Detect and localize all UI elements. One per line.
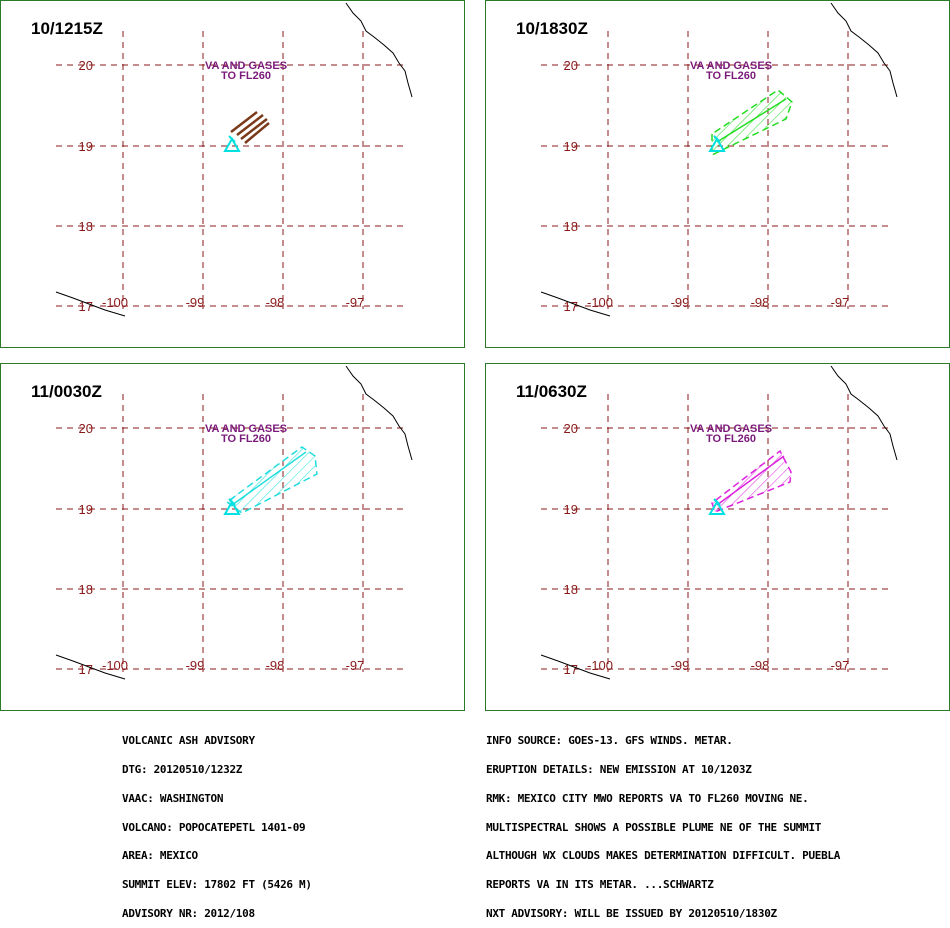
lat-label: 18	[564, 582, 578, 597]
volcano-mark	[713, 498, 721, 506]
lon-label: -97	[831, 295, 850, 310]
advisory-line: MULTISPECTRAL SHOWS A POSSIBLE PLUME NE …	[486, 820, 822, 834]
coastline-pacific	[55, 291, 126, 317]
volcano-icon	[223, 137, 241, 152]
lat-label: 20	[564, 421, 578, 436]
plume-axis	[716, 455, 785, 506]
lon-label: -98	[751, 658, 770, 673]
advisory-line: AREA: MEXICO	[122, 849, 198, 863]
volcano-icon	[223, 500, 241, 515]
advisory-line: DTG: 20120510/1232Z	[122, 762, 243, 776]
advisory-line: ERUPTION DETAILS: NEW EMISSION AT 10/120…	[486, 762, 752, 776]
lat-label: 19	[564, 502, 578, 517]
lon-label: -98	[751, 295, 770, 310]
va-label-line2: TO FL260	[706, 433, 756, 445]
lat-label: 20	[564, 58, 578, 73]
advisory-line: VAAC: WASHINGTON	[122, 791, 224, 805]
coastline-gulf	[830, 365, 898, 461]
advisory-text-right: INFO SOURCE: GOES-13. GFS WINDS. METAR. …	[486, 717, 840, 928]
va-label-line2: TO FL260	[221, 433, 271, 445]
va-label-line2: TO FL260	[706, 70, 756, 82]
advisory-line: VOLCANO: POPOCATEPETL 1401-09	[122, 820, 306, 834]
plume-axis	[716, 98, 787, 143]
advisory-line: VOLCANIC ASH ADVISORY	[122, 734, 255, 748]
advisory-line: INFO SOURCE: GOES-13. GFS WINDS. METAR.	[486, 734, 733, 748]
advisory-line: NXT ADVISORY: WILL BE ISSUED BY 20120510…	[486, 906, 777, 920]
lon-label: -99	[671, 658, 690, 673]
lon-label: -100	[102, 658, 128, 673]
lat-label: 17	[564, 299, 578, 314]
advisory-line: RMK: MEXICO CITY MWO REPORTS VA TO FL260…	[486, 791, 809, 805]
lat-label: 20	[79, 58, 93, 73]
lon-label: -100	[587, 658, 613, 673]
lon-label: -97	[346, 295, 365, 310]
lon-label: -97	[831, 658, 850, 673]
coastline-gulf	[830, 2, 898, 98]
lon-label: -97	[346, 658, 365, 673]
coastline-gulf	[345, 365, 413, 461]
coastline-pacific	[540, 654, 611, 680]
va-label-line1: VA AND GASES	[690, 60, 772, 72]
va-label-line1: VA AND GASES	[205, 60, 287, 72]
panel-time-label: 10/1830Z	[516, 19, 588, 38]
advisory-line: REPORTS VA IN ITS METAR. ...SCHWARTZ	[486, 878, 714, 892]
advisory-line: SUMMIT ELEV: 17802 FT (5426 M)	[122, 878, 312, 892]
lat-label: 20	[79, 421, 93, 436]
ash-plume-polygon	[711, 89, 793, 157]
panel-time-label: 11/0630Z	[516, 382, 587, 401]
lat-label: 19	[79, 139, 93, 154]
lon-label: -99	[186, 658, 205, 673]
volcano-icon	[708, 137, 726, 152]
volcano-mark	[228, 498, 236, 506]
lon-label: -100	[102, 295, 128, 310]
va-label-line2: TO FL260	[221, 70, 271, 82]
advisory-line: ALTHOUGH WX CLOUDS MAKES DETERMINATION D…	[486, 849, 841, 863]
ash-streak	[240, 118, 268, 140]
va-label-line1: VA AND GASES	[690, 423, 772, 435]
lat-label: 18	[564, 219, 578, 234]
lat-label: 19	[79, 502, 93, 517]
volcano-mark	[228, 135, 236, 143]
plume-axis	[231, 451, 307, 506]
coastline-pacific	[540, 291, 611, 317]
ash-streak	[230, 111, 258, 133]
ash-plume-polygon	[225, 446, 318, 514]
volcano-mark	[713, 135, 721, 143]
lat-label: 19	[564, 139, 578, 154]
map-panel-3: 11/0030Z 20 19 18 17 -100 -99 -98 -97 VA AND GAS…	[0, 363, 465, 711]
map-panel-1: 10/1215Z 20 19 18 17 -100 -99 -98 -97 VA AND GAS…	[0, 0, 465, 348]
coastline-gulf	[345, 2, 413, 98]
lat-label: 17	[79, 299, 93, 314]
lon-label: -99	[671, 295, 690, 310]
lon-label: -98	[266, 658, 285, 673]
lon-label: -100	[587, 295, 613, 310]
lon-label: -98	[266, 295, 285, 310]
panel-time-label: 10/1215Z	[31, 19, 103, 38]
lat-label: 18	[79, 219, 93, 234]
va-label-line1: VA AND GASES	[205, 423, 287, 435]
advisory-text-left: VOLCANIC ASH ADVISORY DTG: 20120510/1232…	[122, 717, 312, 928]
map-panel-4: 11/0630Z 20 19 18 17 -100 -99 -98 -97 VA AND GAS…	[485, 363, 950, 711]
lon-label: -99	[186, 295, 205, 310]
ash-streak	[236, 114, 264, 136]
map-panel-2: 10/1830Z 20 19 18 17 -100 -99 -98 -97 VA AND GAS…	[485, 0, 950, 348]
lat-label: 18	[79, 582, 93, 597]
advisory-line: ADVISORY NR: 2012/108	[122, 906, 255, 920]
ash-streak	[244, 122, 270, 144]
volcano-icon	[708, 500, 726, 515]
coastline-pacific	[55, 654, 126, 680]
panel-time-label: 11/0030Z	[31, 382, 102, 401]
lat-label: 17	[79, 662, 93, 677]
lat-label: 17	[564, 662, 578, 677]
